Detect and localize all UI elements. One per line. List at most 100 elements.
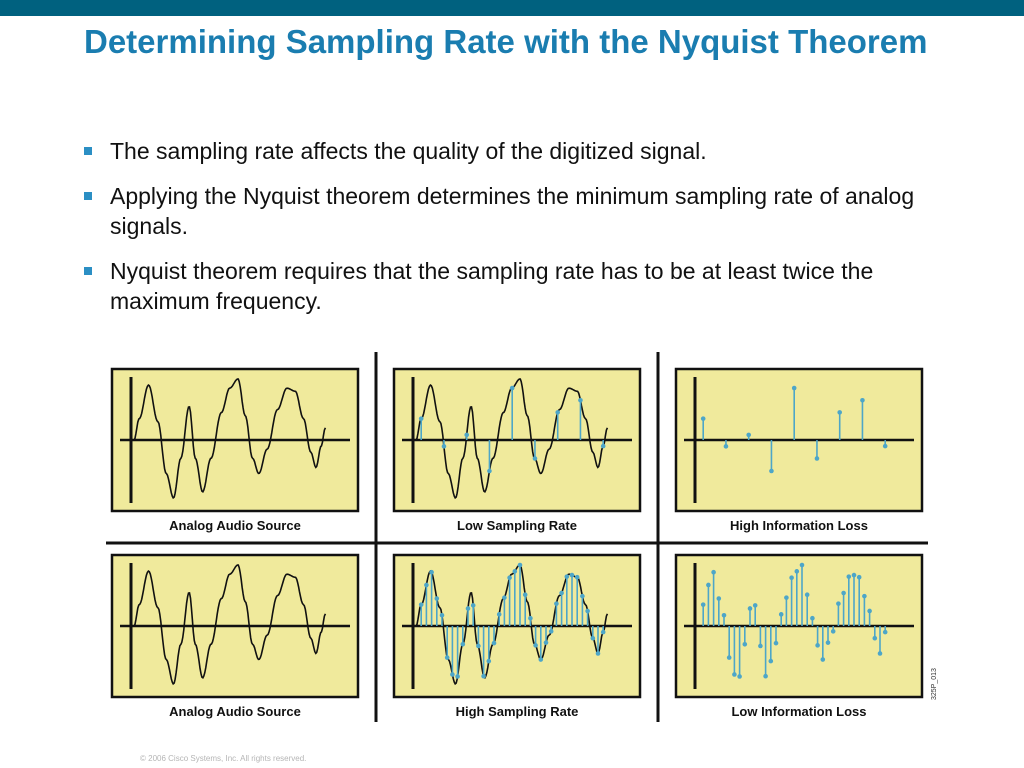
sample-point: [769, 468, 774, 474]
sample-point: [804, 592, 810, 598]
square-bullet-icon: [84, 267, 92, 275]
sample-point: [846, 574, 852, 579]
sample-point: [872, 635, 878, 641]
sample-point: [496, 612, 502, 617]
sample-point: [580, 593, 585, 599]
slide-title: Determining Sampling Rate with the Nyqui…: [84, 23, 928, 60]
panel-caption: Analog Audio Source: [169, 518, 301, 533]
sample-point: [742, 642, 748, 647]
waveform-panel: High Information Loss: [674, 367, 924, 533]
sample-point: [789, 575, 794, 581]
bullet-list: The sampling rate affects the quality of…: [84, 136, 964, 331]
sample-point: [814, 456, 820, 461]
sampling-diagram: Analog Audio Source Low Sampling Rate High…: [106, 352, 938, 722]
sample-point: [491, 640, 497, 646]
panel-caption: Low Information Loss: [731, 704, 866, 719]
sample-point: [564, 574, 570, 579]
sample-point: [512, 569, 518, 574]
sample-point: [763, 673, 768, 679]
sample-point: [548, 629, 554, 634]
sample-point: [851, 572, 857, 578]
sample-point: [532, 456, 538, 461]
sample-point: [820, 657, 826, 662]
sample-point: [726, 655, 732, 660]
panel-caption: High Sampling Rate: [456, 704, 579, 719]
sample-point: [758, 643, 763, 649]
sample-point: [450, 672, 455, 677]
sample-point: [877, 651, 883, 656]
panel-caption: Low Sampling Rate: [457, 518, 577, 533]
sample-point: [799, 562, 805, 568]
sample-point: [747, 606, 753, 611]
sample-point: [768, 658, 774, 664]
sample-point: [825, 640, 831, 645]
square-bullet-icon: [84, 147, 92, 155]
square-bullet-icon: [84, 192, 92, 200]
bullet-item: Nyquist theorem requires that the sampli…: [84, 256, 964, 316]
waveform-panel: Analog Audio Source: [110, 553, 360, 719]
sample-point: [476, 643, 481, 649]
sample-point: [434, 596, 440, 601]
sample-point: [418, 602, 424, 607]
sample-point: [486, 658, 492, 664]
sample-point: [569, 572, 575, 578]
sample-point: [460, 642, 466, 647]
bullet-text: Applying the Nyquist theorem determines …: [110, 183, 915, 239]
sample-point: [424, 582, 429, 588]
sample-point: [585, 608, 590, 614]
sample-point: [487, 468, 492, 474]
sample-point: [502, 595, 507, 600]
sample-point: [867, 608, 872, 614]
sample-point: [470, 603, 476, 608]
sample-point: [439, 612, 445, 618]
sample-point: [721, 612, 727, 618]
bullet-item: The sampling rate affects the quality of…: [84, 136, 964, 166]
sample-point: [533, 643, 538, 648]
sample-point: [830, 629, 836, 634]
sample-point: [860, 398, 865, 403]
sample-point: [538, 657, 544, 662]
panel-caption: Analog Audio Source: [169, 704, 301, 719]
header-bar: [0, 0, 1024, 16]
sample-point: [522, 592, 528, 598]
sample-point: [746, 432, 751, 438]
sample-point: [737, 674, 742, 679]
sample-point: [600, 629, 606, 635]
sample-point: [555, 410, 560, 415]
sample-point: [784, 595, 789, 600]
sample-point: [700, 416, 706, 421]
sample-point: [706, 582, 711, 588]
sample-point: [559, 590, 564, 596]
panel-caption: High Information Loss: [730, 518, 868, 533]
sample-point: [882, 443, 888, 449]
sample-point: [723, 444, 729, 449]
sample-point: [882, 629, 888, 635]
sample-point: [543, 640, 549, 645]
waveform-panel: Low Information Loss: [674, 553, 924, 719]
copyright-footer: © 2006 Cisco Systems, Inc. All rights re…: [140, 754, 307, 763]
sample-point: [517, 562, 523, 568]
sample-point: [841, 590, 846, 596]
sample-point: [554, 601, 559, 606]
sample-point: [794, 569, 800, 574]
waveform-panel: High Sampling Rate: [392, 553, 642, 719]
figure-id-label: 325P_013: [931, 668, 938, 700]
bullet-item: Applying the Nyquist theorem determines …: [84, 181, 964, 241]
sample-point: [856, 574, 862, 580]
sample-point: [711, 569, 716, 575]
waveform-panel: Low Sampling Rate: [392, 367, 642, 533]
sample-point: [455, 674, 460, 679]
analog-waveform: [133, 564, 327, 686]
sample-point: [429, 569, 434, 575]
sample-point: [507, 575, 512, 581]
sample-point: [600, 443, 606, 449]
sample-point: [752, 603, 758, 608]
sample-point: [509, 385, 515, 391]
sample-point: [716, 596, 722, 601]
waveform-panel: Analog Audio Source: [110, 367, 360, 533]
sample-point: [481, 673, 486, 679]
sample-point: [862, 593, 867, 599]
sample-point: [732, 672, 737, 677]
bullet-text: The sampling rate affects the quality of…: [110, 138, 707, 164]
bullet-text: Nyquist theorem requires that the sampli…: [110, 258, 874, 314]
